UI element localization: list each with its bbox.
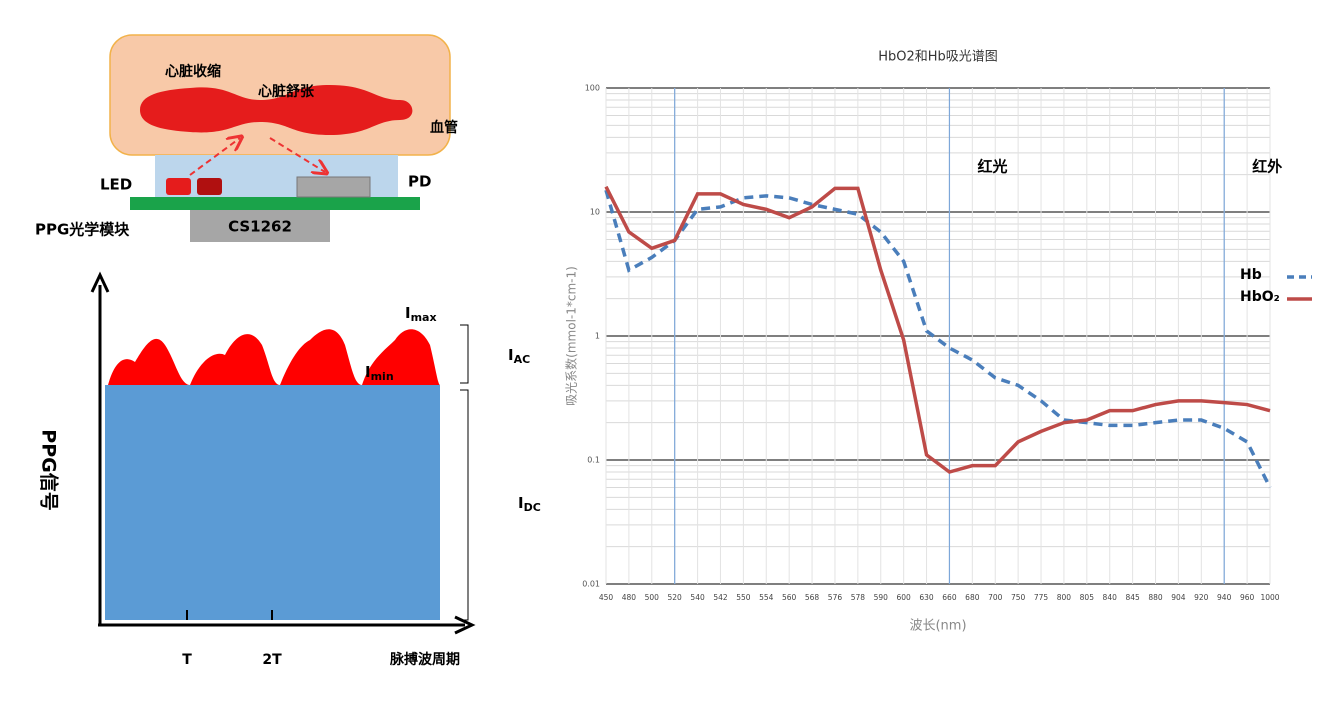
- x-tick-label: 568: [805, 593, 820, 602]
- bracket: [460, 389, 469, 621]
- x-tick-label: 700: [988, 593, 1003, 602]
- dc-area: [105, 385, 440, 620]
- x-tick-label: 750: [1011, 593, 1026, 602]
- series-line: [604, 189, 1272, 489]
- arrowhead: [90, 271, 110, 293]
- chart-title: HbO2和Hb吸光谱图: [878, 50, 998, 65]
- x-tick-label: 542: [713, 593, 728, 602]
- x-tick-label: 840: [1103, 593, 1118, 602]
- annotation: 红光: [977, 158, 1007, 176]
- legend-label: HbO₂: [1240, 289, 1280, 305]
- label: 心脏舒张: [258, 83, 315, 100]
- x-tick-label: 880: [1148, 593, 1163, 602]
- x-tick-label: 550: [736, 593, 751, 602]
- sym: IAC: [508, 346, 530, 367]
- x-tick-label: 660: [942, 593, 957, 602]
- series-line: [604, 185, 1271, 474]
- vessel-shape: [140, 85, 413, 135]
- label: 心脏收缩: [165, 63, 221, 80]
- x-tick-label: 520: [668, 593, 683, 602]
- y-label: PPG信号: [38, 429, 61, 510]
- sym: IDC: [518, 494, 541, 515]
- sym: Imin: [365, 363, 394, 384]
- arrow: [189, 138, 240, 176]
- x-tick-label: 590: [874, 593, 889, 602]
- x-tick-label: 554: [759, 593, 774, 602]
- ac-area: [108, 329, 440, 385]
- x-tick-label: 630: [919, 593, 934, 602]
- arrow: [269, 137, 325, 172]
- label: 血管: [430, 119, 458, 136]
- x-tick-label: 680: [965, 593, 980, 602]
- label: LED: [100, 176, 132, 194]
- x-tick-label: 560: [782, 593, 797, 602]
- pd-box: [296, 176, 371, 198]
- chip-box: [190, 210, 330, 242]
- x-tick-label: 578: [851, 593, 866, 602]
- y-label: 吸光系数(mmol-1*cm-1): [564, 266, 579, 406]
- x-tick-label: 576: [828, 593, 843, 602]
- x-tick-label: 1000: [1260, 593, 1279, 602]
- x-label: 波长(nm): [909, 619, 966, 634]
- sym: Imax: [405, 304, 437, 325]
- x-tick-label: 500: [645, 593, 660, 602]
- x-tick-label: 920: [1194, 593, 1209, 602]
- y-tick-label: 1: [595, 332, 600, 341]
- label: PPG光学模块: [35, 221, 130, 239]
- x-tick-label: 940: [1217, 593, 1232, 602]
- x-tick-label: 775: [1034, 593, 1049, 602]
- x-tick-label: T: [182, 652, 192, 668]
- x-tick-label: 805: [1080, 593, 1095, 602]
- x-tick-label: 450: [599, 593, 614, 602]
- x-tick-label: 2T: [262, 652, 282, 668]
- x-tick-label: 845: [1125, 593, 1140, 602]
- y-tick-label: 10: [590, 208, 600, 217]
- y-tick-label: 0.01: [582, 580, 600, 589]
- x-tick-label: 800: [1057, 593, 1072, 602]
- x-label: 脉搏波周期: [389, 651, 460, 668]
- pcb: [130, 197, 420, 210]
- bracket: [460, 324, 469, 384]
- x-tick-label: 540: [690, 593, 705, 602]
- x-tick-label: 960: [1240, 593, 1255, 602]
- y-tick-label: 0.1: [587, 456, 600, 465]
- legend-label: Hb: [1240, 267, 1262, 283]
- label: PD: [408, 173, 431, 191]
- x-tick-label: 480: [622, 593, 637, 602]
- label: CS1262: [228, 218, 292, 236]
- annotation: 红外: [1252, 158, 1282, 176]
- led-red: [166, 178, 191, 195]
- x-tick-label: 904: [1171, 593, 1186, 602]
- y-tick-label: 100: [585, 84, 600, 93]
- x-tick-label: 600: [896, 593, 911, 602]
- led-ir: [197, 178, 222, 195]
